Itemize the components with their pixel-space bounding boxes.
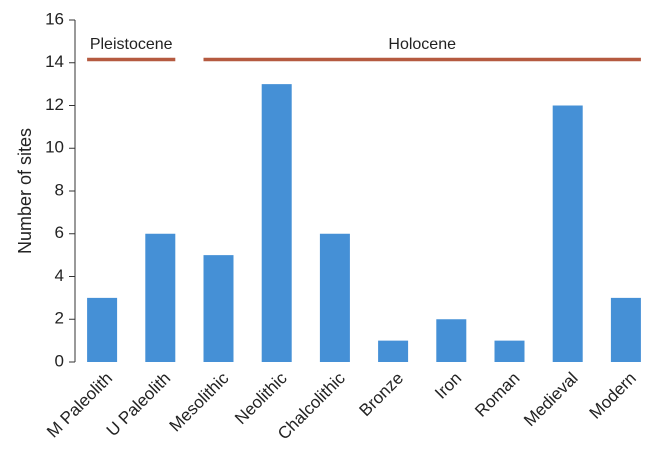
bar bbox=[610, 297, 641, 362]
bar bbox=[436, 319, 467, 362]
bar bbox=[552, 105, 583, 362]
y-tick-label: 6 bbox=[55, 223, 64, 242]
x-tick-label: Bronze bbox=[356, 369, 408, 421]
y-tick-label: 12 bbox=[45, 95, 64, 114]
x-tick-label: Mesolithic bbox=[166, 368, 233, 435]
y-tick-label: 10 bbox=[45, 138, 64, 157]
x-tick-label: Modern bbox=[586, 369, 640, 423]
period-label: Holocene bbox=[388, 36, 456, 53]
y-tick-label: 16 bbox=[45, 9, 64, 28]
bar bbox=[203, 255, 234, 362]
y-tick-label: 0 bbox=[55, 351, 64, 370]
bar bbox=[145, 233, 176, 362]
x-tick-label: Roman bbox=[471, 369, 523, 421]
bar bbox=[494, 340, 525, 362]
y-tick-label: 4 bbox=[55, 266, 64, 285]
x-tick-label: M Paleolith bbox=[43, 369, 116, 442]
period-label: Pleistocene bbox=[90, 36, 173, 53]
bar bbox=[378, 340, 409, 362]
x-tick-label: Medieval bbox=[520, 369, 582, 431]
x-tick-label: Neolithic bbox=[231, 368, 291, 428]
y-tick-label: 8 bbox=[55, 180, 64, 199]
y-tick-label: 2 bbox=[55, 309, 64, 328]
y-axis-label: Number of sites bbox=[15, 128, 35, 254]
bar bbox=[261, 84, 292, 362]
y-tick-label: 14 bbox=[45, 52, 64, 71]
x-tick-label: U Paleolith bbox=[103, 369, 175, 441]
x-tick-label: Iron bbox=[431, 369, 465, 403]
bar bbox=[87, 297, 118, 362]
bar bbox=[319, 233, 350, 362]
